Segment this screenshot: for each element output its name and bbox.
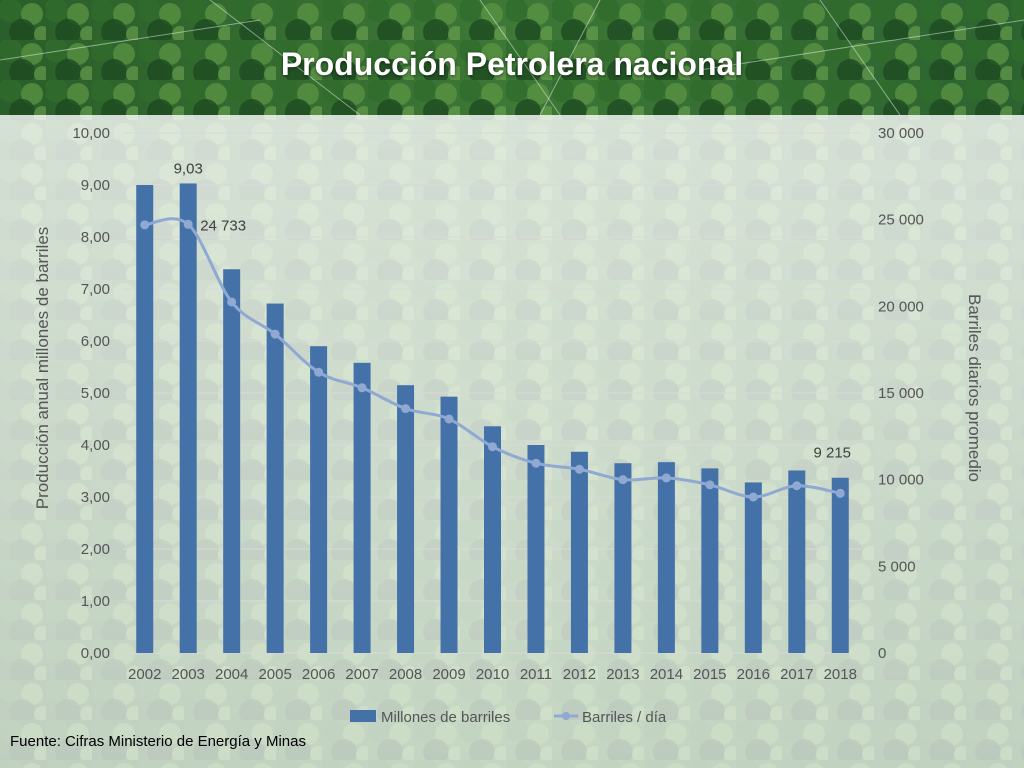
right-axis-title: Barriles diarios promedio — [965, 294, 984, 482]
line-series — [140, 217, 845, 502]
left-tick-label: 2,00 — [81, 541, 110, 558]
x-axis-ticks: 2002 2003 2004 2005 2006 2007 2008 2009 2010 2011… — [128, 666, 857, 683]
left-tick-label: 0,00 — [81, 645, 110, 662]
right-tick-label: 10 000 — [878, 472, 924, 489]
line-point-2007 — [357, 383, 367, 393]
bar-2018 — [831, 477, 849, 653]
left-tick-label: 3,00 — [81, 489, 110, 506]
x-tick-2009: 2009 — [432, 666, 465, 683]
left-tick-label: 7,00 — [81, 281, 110, 298]
right-axis-ticks: 0 5 000 10 000 15 000 20 000 25 000 30 000 — [878, 125, 924, 662]
line-point-2013 — [618, 475, 628, 485]
bar-2003 — [179, 183, 197, 653]
left-tick-label: 4,00 — [81, 437, 110, 454]
bar-2009 — [440, 396, 458, 653]
data-label: 9 215 — [813, 444, 851, 461]
x-tick-2005: 2005 — [258, 666, 291, 683]
x-tick-2014: 2014 — [650, 666, 683, 683]
line-point-2003 — [183, 219, 193, 229]
x-tick-2003: 2003 — [172, 666, 205, 683]
x-tick-2015: 2015 — [693, 666, 726, 683]
left-tick-label: 8,00 — [81, 229, 110, 246]
bar-2004 — [223, 269, 241, 653]
bar-2005 — [266, 303, 284, 653]
x-tick-2004: 2004 — [215, 666, 248, 683]
x-tick-2007: 2007 — [345, 666, 378, 683]
left-tick-label: 9,00 — [81, 177, 110, 194]
x-tick-2013: 2013 — [606, 666, 639, 683]
line-point-2005 — [270, 329, 280, 339]
bar-2010 — [484, 426, 501, 653]
line-point-2018 — [835, 488, 845, 498]
page-title: Producción Petrolera nacional — [280, 46, 744, 82]
line-point-2015 — [705, 480, 715, 490]
x-tick-2006: 2006 — [302, 666, 335, 683]
line-point-2011 — [531, 458, 541, 468]
line-point-2016 — [748, 492, 758, 502]
bar-2008 — [397, 385, 415, 653]
left-tick-label: 1,00 — [81, 593, 110, 610]
bar-2012 — [570, 451, 588, 653]
right-tick-label: 30 000 — [878, 125, 924, 142]
legend-label-line: Barriles / día — [582, 709, 667, 726]
line-point-2010 — [488, 442, 497, 452]
line-point-2012 — [574, 464, 584, 474]
left-tick-label: 5,00 — [81, 385, 110, 402]
line-point-2009 — [444, 414, 454, 424]
x-tick-2012: 2012 — [563, 666, 596, 683]
bar-2017 — [788, 470, 806, 653]
x-tick-2010: 2010 — [476, 666, 509, 683]
line-point-2006 — [314, 367, 324, 377]
right-tick-label: 5 000 — [878, 558, 916, 575]
bar-2011 — [527, 445, 545, 653]
left-tick-label: 10,00 — [72, 125, 110, 142]
line-point-2008 — [401, 404, 411, 414]
bar-2013 — [614, 463, 632, 653]
bar-2015 — [701, 468, 719, 653]
right-tick-label: 15 000 — [878, 385, 924, 402]
right-tick-label: 0 — [878, 645, 886, 662]
left-axis-title: Producción anual millones de barriles — [33, 227, 52, 510]
bar-2002 — [136, 185, 154, 653]
x-tick-2018: 2018 — [824, 666, 857, 683]
right-tick-label: 25 000 — [878, 212, 924, 229]
data-labels: 9,03 24 733 9 215 — [174, 160, 851, 461]
x-tick-2002: 2002 — [128, 666, 161, 683]
x-tick-2011: 2011 — [520, 666, 552, 683]
x-tick-2016: 2016 — [737, 666, 770, 683]
line-point-2017 — [792, 481, 802, 491]
legend: Millones de barriles Barriles / día — [350, 709, 667, 726]
bar-2006 — [310, 346, 328, 653]
bar-2016 — [744, 482, 762, 653]
left-axis-ticks: 0,00 1,00 2,00 3,00 4,00 5,00 6,00 7,00 8,00 9,00… — [72, 125, 110, 662]
legend-swatch-marker — [562, 712, 570, 720]
legend-label-bars: Millones de barriles — [381, 709, 510, 726]
line-point-2004 — [227, 297, 237, 307]
bar-2014 — [657, 462, 675, 653]
data-label: 24 733 — [200, 217, 246, 234]
x-tick-2017: 2017 — [780, 666, 813, 683]
legend-swatch-bars — [350, 710, 376, 722]
bar-2007 — [353, 362, 371, 653]
line-point-2014 — [661, 473, 671, 483]
line-point-2002 — [140, 220, 150, 230]
right-tick-label: 20 000 — [878, 298, 924, 315]
x-tick-2008: 2008 — [389, 666, 422, 683]
bar-series — [136, 183, 849, 653]
source-note: Fuente: Cifras Ministerio de Energía y M… — [10, 733, 306, 750]
left-tick-label: 6,00 — [81, 333, 110, 350]
data-label: 9,03 — [174, 160, 203, 177]
